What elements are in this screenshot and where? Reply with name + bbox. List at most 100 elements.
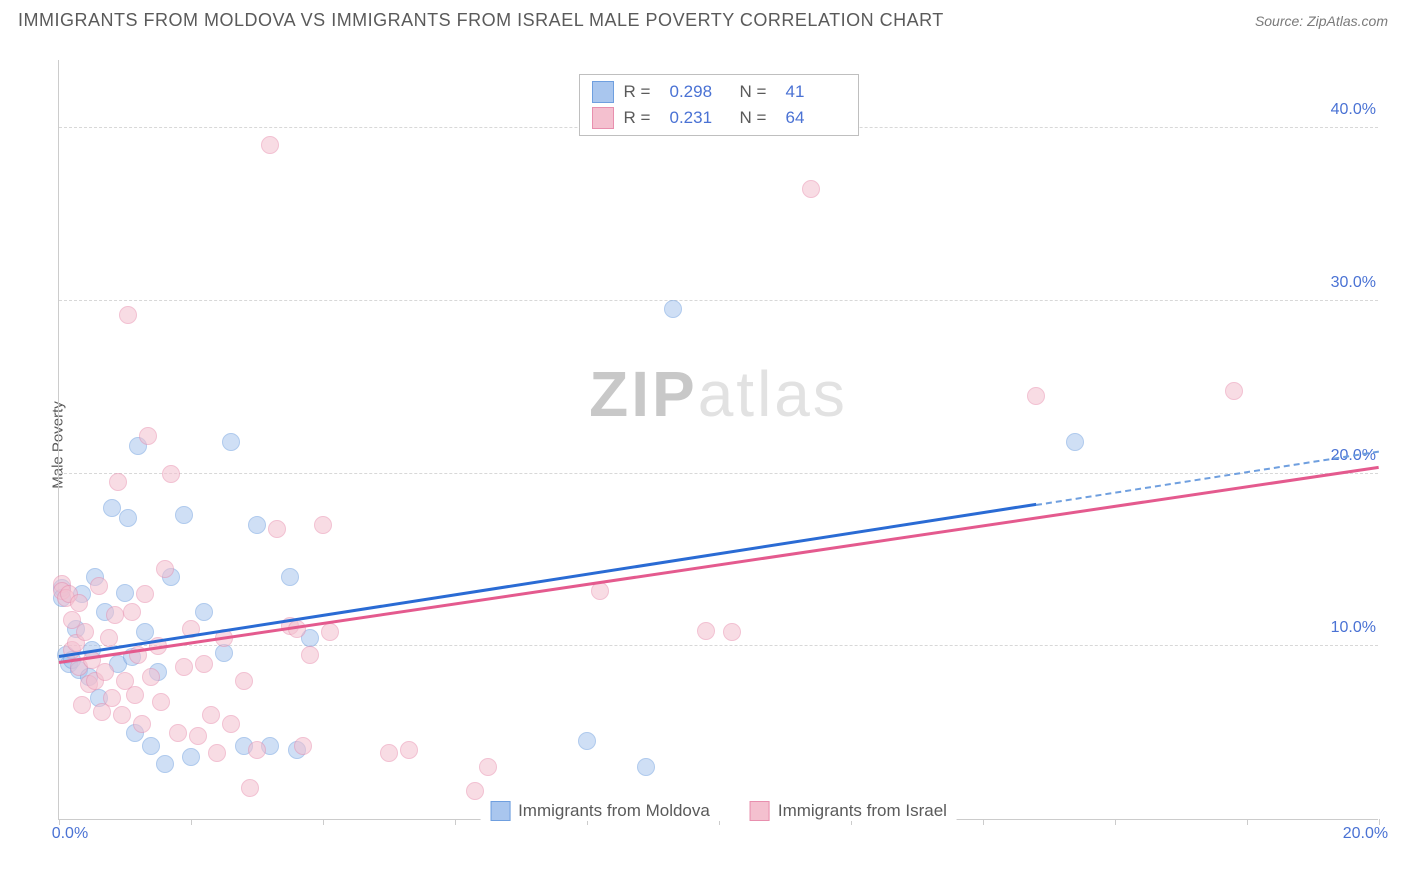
series-legend: Immigrants from Moldova Immigrants from I… <box>480 801 957 821</box>
x-tick <box>983 819 984 825</box>
data-point-israel <box>479 758 497 776</box>
x-tick <box>1247 819 1248 825</box>
data-point-israel <box>321 623 339 641</box>
data-point-israel <box>241 779 259 797</box>
data-point-israel <box>70 594 88 612</box>
data-point-moldova <box>195 603 213 621</box>
data-point-moldova <box>248 516 266 534</box>
data-point-moldova <box>142 737 160 755</box>
data-point-israel <box>466 782 484 800</box>
x-tick <box>191 819 192 825</box>
data-point-israel <box>175 658 193 676</box>
data-point-israel <box>142 668 160 686</box>
data-point-israel <box>109 473 127 491</box>
data-point-israel <box>169 724 187 742</box>
data-point-israel <box>100 629 118 647</box>
legend-n-label: N = <box>740 108 776 128</box>
data-point-israel <box>697 622 715 640</box>
data-point-moldova <box>116 584 134 602</box>
data-point-moldova <box>156 755 174 773</box>
legend-r-label: R = <box>624 108 660 128</box>
x-tick <box>455 819 456 825</box>
legend-n-value: 41 <box>786 82 846 102</box>
data-point-israel <box>268 520 286 538</box>
legend-r-value: 0.298 <box>670 82 730 102</box>
legend-n-value: 64 <box>786 108 846 128</box>
legend-n-label: N = <box>740 82 776 102</box>
watermark: ZIPatlas <box>589 357 848 431</box>
data-point-israel <box>73 696 91 714</box>
data-point-israel <box>195 655 213 673</box>
data-point-israel <box>802 180 820 198</box>
legend-r-label: R = <box>624 82 660 102</box>
data-point-israel <box>1027 387 1045 405</box>
data-point-israel <box>314 516 332 534</box>
grid-line <box>59 300 1378 301</box>
plot-area: ZIPatlas R =0.298N =41R =0.231N =64 Immi… <box>58 60 1378 820</box>
correlation-legend: R =0.298N =41R =0.231N =64 <box>579 74 859 136</box>
data-point-israel <box>189 727 207 745</box>
data-point-israel <box>1225 382 1243 400</box>
trend-line <box>59 503 1036 658</box>
series-legend-label: Immigrants from Moldova <box>518 801 710 821</box>
series-legend-item-israel: Immigrants from Israel <box>750 801 947 821</box>
grid-line <box>59 473 1378 474</box>
data-point-israel <box>222 715 240 733</box>
data-point-moldova <box>637 758 655 776</box>
data-point-israel <box>90 577 108 595</box>
data-point-israel <box>126 686 144 704</box>
trend-line <box>59 465 1379 663</box>
data-point-israel <box>301 646 319 664</box>
data-point-israel <box>162 465 180 483</box>
legend-swatch <box>592 81 614 103</box>
data-point-israel <box>119 306 137 324</box>
x-tick <box>323 819 324 825</box>
data-point-moldova <box>182 748 200 766</box>
data-point-israel <box>723 623 741 641</box>
data-point-israel <box>113 706 131 724</box>
y-tick-label: 40.0% <box>1327 101 1380 119</box>
data-point-israel <box>103 689 121 707</box>
x-tick-label: 0.0% <box>52 825 88 843</box>
y-tick-label: 10.0% <box>1327 619 1380 637</box>
data-point-israel <box>400 741 418 759</box>
watermark-part1: ZIP <box>589 358 698 430</box>
series-legend-item-moldova: Immigrants from Moldova <box>490 801 710 821</box>
data-point-israel <box>152 693 170 711</box>
data-point-israel <box>123 603 141 621</box>
data-point-moldova <box>119 509 137 527</box>
y-tick-label: 30.0% <box>1327 274 1380 292</box>
x-tick <box>1115 819 1116 825</box>
data-point-israel <box>261 136 279 154</box>
data-point-moldova <box>664 300 682 318</box>
data-point-israel <box>76 623 94 641</box>
data-point-moldova <box>1066 433 1084 451</box>
legend-swatch <box>592 107 614 129</box>
series-legend-label: Immigrants from Israel <box>778 801 947 821</box>
data-point-israel <box>208 744 226 762</box>
grid-line <box>59 645 1378 646</box>
data-point-israel <box>235 672 253 690</box>
data-point-moldova <box>175 506 193 524</box>
legend-swatch <box>490 801 510 821</box>
data-point-israel <box>136 585 154 603</box>
chart-title: IMMIGRANTS FROM MOLDOVA VS IMMIGRANTS FR… <box>18 10 944 31</box>
data-point-moldova <box>103 499 121 517</box>
x-tick-label: 20.0% <box>1343 825 1388 843</box>
watermark-part2: atlas <box>698 358 848 430</box>
legend-swatch <box>750 801 770 821</box>
data-point-moldova <box>215 644 233 662</box>
data-point-israel <box>133 715 151 733</box>
data-point-moldova <box>578 732 596 750</box>
trend-line <box>1036 451 1379 506</box>
data-point-israel <box>248 741 266 759</box>
legend-row-israel: R =0.231N =64 <box>592 105 846 131</box>
data-point-israel <box>139 427 157 445</box>
data-point-moldova <box>222 433 240 451</box>
data-point-israel <box>106 606 124 624</box>
legend-row-moldova: R = 0.298 N = 41 <box>592 79 846 105</box>
data-point-moldova <box>281 568 299 586</box>
source-attribution: Source: ZipAtlas.com <box>1255 13 1388 29</box>
chart-container: Male Poverty ZIPatlas R =0.298N =41R =0.… <box>48 46 1388 844</box>
data-point-israel <box>294 737 312 755</box>
